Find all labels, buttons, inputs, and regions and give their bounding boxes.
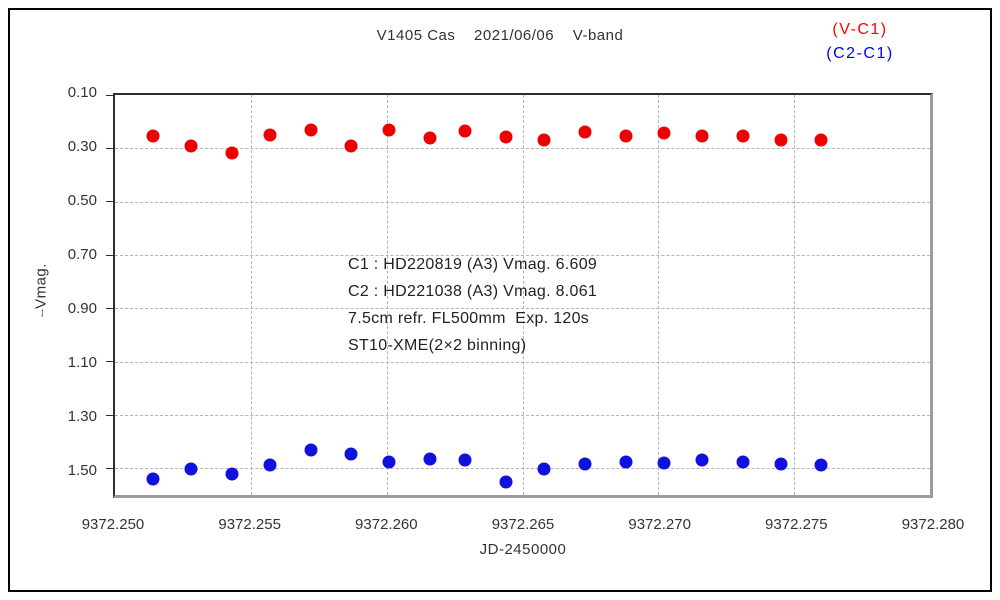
data-point-v-c1 bbox=[344, 139, 358, 153]
y-tick-label: 1.30 bbox=[67, 408, 97, 425]
data-point-v-c1 bbox=[423, 131, 437, 145]
legend-item-v-c1: (V-C1) bbox=[832, 21, 888, 38]
y-tick-mark bbox=[106, 467, 113, 469]
data-point-c2-c1 bbox=[657, 456, 671, 470]
data-point-c2-c1 bbox=[146, 472, 160, 486]
data-point-v-c1 bbox=[225, 146, 239, 160]
data-point-c2-c1 bbox=[304, 443, 318, 457]
data-point-c2-c1 bbox=[814, 458, 828, 472]
annotation-line: C2 : HD221038 (A3) Vmag. 8.061 bbox=[348, 283, 598, 300]
annotation-block: C1 : HD220819 (A3) Vmag. 6.609 C2 : HD22… bbox=[348, 251, 597, 359]
x-tick-label: 9372.270 bbox=[628, 516, 691, 533]
y-tick-mark bbox=[106, 414, 113, 416]
y-tick-label: 1.10 bbox=[67, 354, 97, 371]
data-point-v-c1 bbox=[304, 123, 318, 137]
data-point-c2-c1 bbox=[225, 467, 239, 481]
x-tick-label: 9372.250 bbox=[81, 516, 145, 533]
x-tick-label: 9372.275 bbox=[765, 516, 828, 533]
legend-item-c2-c1: (C2-C1) bbox=[826, 45, 894, 62]
data-point-c2-c1 bbox=[382, 455, 396, 469]
y-tick-label: 0.10 bbox=[67, 84, 97, 101]
data-point-c2-c1 bbox=[736, 455, 750, 469]
gridline-vertical bbox=[386, 95, 388, 495]
plot-area bbox=[106, 93, 933, 498]
y-tick-mark bbox=[106, 307, 113, 309]
x-axis-label: JD-2450000 bbox=[479, 541, 567, 558]
y-tick-label: 0.70 bbox=[67, 246, 97, 263]
data-point-c2-c1 bbox=[184, 462, 198, 476]
page-border bbox=[8, 8, 992, 592]
data-point-v-c1 bbox=[146, 129, 160, 143]
data-point-c2-c1 bbox=[619, 455, 633, 469]
annotation-line: 7.5cm refr. FL500mm Exp. 120s bbox=[348, 310, 590, 327]
data-point-c2-c1 bbox=[458, 453, 472, 467]
data-point-c2-c1 bbox=[774, 457, 788, 471]
gridline-vertical bbox=[250, 95, 252, 495]
legend: (V-C1) (C2-C1) bbox=[795, 18, 925, 66]
y-tick-label: 0.90 bbox=[67, 300, 97, 317]
y-tick-mark bbox=[106, 361, 113, 363]
x-tick-label: 9372.260 bbox=[355, 516, 418, 533]
data-point-c2-c1 bbox=[537, 462, 551, 476]
data-point-v-c1 bbox=[657, 126, 671, 140]
chart-title: V1405 Cas 2021/06/06 V-band bbox=[376, 27, 624, 44]
data-point-v-c1 bbox=[774, 133, 788, 147]
y-tick-label: 1.50 bbox=[67, 462, 97, 479]
data-point-c2-c1 bbox=[423, 452, 437, 466]
data-point-c2-c1 bbox=[263, 458, 277, 472]
y-tick-label: 0.30 bbox=[67, 138, 97, 155]
data-point-v-c1 bbox=[184, 139, 198, 153]
data-point-v-c1 bbox=[814, 133, 828, 147]
gridline-vertical bbox=[794, 95, 796, 495]
plot-inner bbox=[115, 95, 930, 495]
y-tick-mark bbox=[106, 201, 113, 203]
x-tick-label: 9372.265 bbox=[491, 516, 555, 533]
y-tick-mark bbox=[106, 254, 113, 256]
x-tick-label: 9372.280 bbox=[901, 516, 965, 533]
data-point-v-c1 bbox=[382, 123, 396, 137]
y-tick-mark bbox=[106, 94, 113, 96]
data-point-c2-c1 bbox=[499, 475, 513, 489]
data-point-v-c1 bbox=[263, 128, 277, 142]
x-tick-label: 9372.255 bbox=[218, 516, 281, 533]
data-point-v-c1 bbox=[458, 124, 472, 138]
y-tick-mark bbox=[106, 147, 113, 149]
data-point-v-c1 bbox=[499, 130, 513, 144]
data-point-c2-c1 bbox=[695, 453, 709, 467]
data-point-v-c1 bbox=[736, 129, 750, 143]
data-point-v-c1 bbox=[695, 129, 709, 143]
gridline-vertical bbox=[658, 95, 660, 495]
gridline-vertical bbox=[522, 95, 524, 495]
annotation-line: ST10-XME(2×2 binning) bbox=[348, 337, 527, 354]
data-point-v-c1 bbox=[619, 129, 633, 143]
data-point-c2-c1 bbox=[578, 457, 592, 471]
data-point-v-c1 bbox=[537, 133, 551, 147]
data-point-v-c1 bbox=[578, 125, 592, 139]
data-point-c2-c1 bbox=[344, 447, 358, 461]
annotation-line: C1 : HD220819 (A3) Vmag. 6.609 bbox=[348, 256, 598, 273]
y-tick-label: 0.50 bbox=[67, 192, 97, 209]
